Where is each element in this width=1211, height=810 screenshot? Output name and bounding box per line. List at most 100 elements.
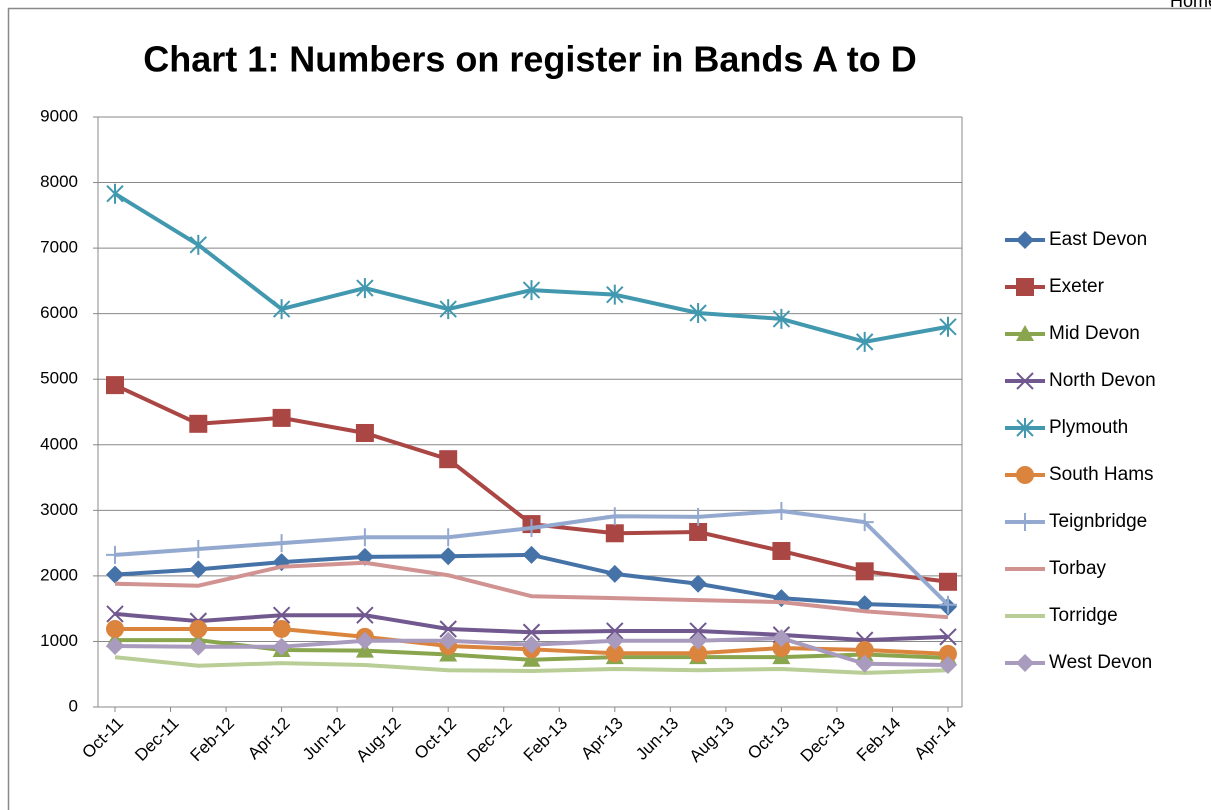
home-link[interactable]: Home	[1170, 0, 1211, 11]
marker	[106, 376, 124, 395]
marker-shape	[689, 622, 707, 640]
marker-shape	[522, 519, 541, 538]
marker-shape	[606, 622, 624, 640]
x-tick-label: Dec-12	[464, 714, 516, 766]
marker-shape	[689, 507, 708, 526]
marker-shape	[272, 619, 291, 638]
marker	[522, 519, 541, 538]
marker-shape	[939, 572, 957, 591]
marker	[189, 414, 208, 433]
marker	[939, 628, 957, 646]
marker	[1016, 325, 1034, 341]
x-tick-label: Feb-13	[520, 714, 572, 766]
marker-shape	[522, 635, 541, 654]
marker-shape	[1016, 372, 1034, 390]
legend-label: Mid Devon	[1049, 323, 1140, 344]
marker	[439, 450, 458, 469]
marker-shape	[106, 619, 124, 638]
marker	[272, 619, 291, 638]
y-tick-label: 2000	[40, 565, 78, 584]
y-tick-label: 4000	[40, 434, 78, 453]
marker	[939, 572, 957, 591]
marker	[772, 308, 791, 329]
marker	[605, 564, 624, 583]
x-tick-label: Aug-13	[686, 714, 738, 766]
marker	[689, 507, 708, 526]
marker-shape	[689, 631, 708, 650]
marker	[689, 303, 707, 324]
marker	[1016, 231, 1034, 249]
marker	[439, 620, 457, 638]
marker	[939, 644, 957, 663]
x-tick-label: Aug-12	[352, 714, 404, 766]
marker-shape	[1016, 325, 1034, 341]
marker	[772, 629, 791, 648]
legend-label: Exeter	[1049, 276, 1105, 297]
marker	[1016, 418, 1034, 438]
marker	[772, 501, 791, 520]
marker-shape	[1016, 513, 1034, 531]
marker	[1016, 654, 1034, 672]
marker-shape	[522, 650, 541, 667]
marker-shape	[939, 628, 957, 646]
marker	[355, 631, 374, 650]
marker	[689, 631, 708, 650]
marker-shape	[522, 280, 541, 301]
marker	[855, 562, 874, 581]
marker-shape	[272, 534, 291, 553]
marker-shape	[689, 303, 707, 324]
x-tick-label: Apr-13	[577, 714, 627, 764]
marker	[272, 299, 291, 320]
marker-shape	[106, 637, 124, 656]
marker	[689, 522, 708, 541]
marker	[356, 606, 374, 624]
x-tick-label: Feb-14	[853, 714, 905, 766]
chart-border	[7, 7, 1211, 810]
marker	[939, 316, 957, 337]
marker	[106, 637, 124, 656]
marker	[855, 654, 874, 673]
legend-label: Torbay	[1049, 558, 1107, 579]
x-tick-label: Dec-13	[797, 714, 849, 766]
marker-shape	[272, 299, 291, 320]
marker	[355, 528, 374, 547]
marker	[522, 545, 541, 564]
marker-shape	[855, 640, 874, 659]
marker	[772, 541, 791, 560]
marker	[522, 280, 541, 301]
marker	[356, 278, 374, 299]
marker	[855, 595, 874, 614]
marker	[106, 545, 124, 564]
marker-shape	[772, 639, 791, 657]
marker-shape	[106, 605, 124, 623]
marker-shape	[189, 637, 208, 656]
x-tick-label: Feb-12	[187, 714, 239, 766]
marker-shape	[1016, 654, 1034, 672]
marker-shape	[355, 528, 374, 547]
marker-shape	[189, 414, 208, 433]
series-line	[114, 655, 949, 675]
legend-label: Plymouth	[1049, 417, 1128, 438]
x-tick-label: Apr-12	[244, 714, 294, 764]
marker-shape	[605, 507, 624, 526]
marker	[605, 644, 624, 663]
marker	[605, 631, 624, 650]
marker-shape	[355, 631, 374, 650]
marker	[439, 547, 458, 566]
marker	[1016, 466, 1034, 484]
marker-shape	[1016, 418, 1034, 438]
x-tick-label: Jun-13	[632, 714, 682, 764]
marker	[1016, 372, 1034, 390]
marker-shape	[605, 631, 624, 650]
marker	[189, 560, 208, 579]
marker	[272, 408, 291, 427]
marker-shape	[189, 234, 208, 255]
marker-shape	[439, 528, 458, 547]
x-tick-label: Jun-12	[299, 714, 349, 764]
marker-shape	[855, 654, 874, 673]
marker-shape	[772, 541, 791, 560]
marker-shape	[522, 623, 541, 641]
marker	[855, 513, 874, 532]
